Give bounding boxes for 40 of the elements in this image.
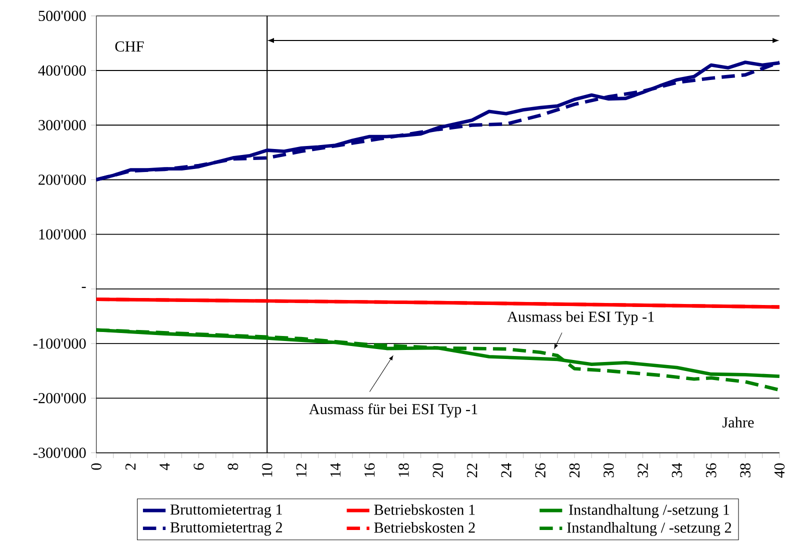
x-tick-label: 14: [330, 462, 340, 477]
x-tick-label: 18: [398, 463, 409, 477]
y-tick-label: -300'000: [33, 448, 86, 458]
x-tick-label: 36: [706, 463, 716, 478]
y-tick-label: 500'000: [38, 10, 86, 21]
y-tick-label: -: [82, 286, 86, 288]
annotation: Ausmass für bei ESI Typ -1: [308, 403, 478, 418]
x-tick-label: 2: [125, 464, 136, 470]
legend-label: Instandhaltung /-setzung 1: [569, 504, 730, 518]
annotation: Ausmass bei ESI Typ -1: [507, 311, 654, 325]
x-tick-label: 34: [672, 462, 682, 478]
x-tick-label: 22: [467, 464, 478, 478]
x-tick-label: 28: [569, 463, 580, 478]
x-tick-label: 10: [262, 463, 272, 477]
x-tick-label: 30: [604, 463, 614, 478]
x-tick-label: 24: [501, 462, 512, 478]
legend-label: Betriebskosten 2: [374, 522, 475, 533]
legend-label: Betriebskosten 1: [374, 504, 475, 515]
x-tick-label: 26: [535, 463, 546, 478]
legend-label: Instandhaltung / -setzung 2: [567, 522, 732, 536]
y-tick-label: -200'000: [33, 393, 86, 404]
x-tick-label: 4: [160, 462, 170, 470]
x-tick-label: 16: [364, 463, 375, 477]
y-tick-label: 200'000: [38, 174, 86, 185]
y-tick-label: 300'000: [38, 120, 86, 130]
x-tick-label: 20: [432, 463, 444, 478]
x-tick-label: 12: [296, 464, 306, 477]
legend-label: Bruttomietertrag 1: [170, 504, 282, 518]
annotation: CHF: [115, 41, 144, 52]
x-tick-label: 0: [91, 463, 102, 470]
legend-label: Bruttomietertrag 2: [170, 522, 282, 536]
y-tick-label: -100'000: [33, 338, 86, 349]
y-tick-label: 100'000: [39, 229, 86, 240]
x-tick-label: 6: [194, 463, 204, 470]
x-tick-label: 8: [228, 463, 238, 470]
y-tick-label: 400'000: [38, 65, 86, 76]
x-tick-label: 40: [774, 463, 785, 478]
annotation: Jahre: [722, 416, 754, 428]
x-tick-label: 32: [638, 464, 648, 478]
x-tick-label: 38: [740, 463, 750, 478]
